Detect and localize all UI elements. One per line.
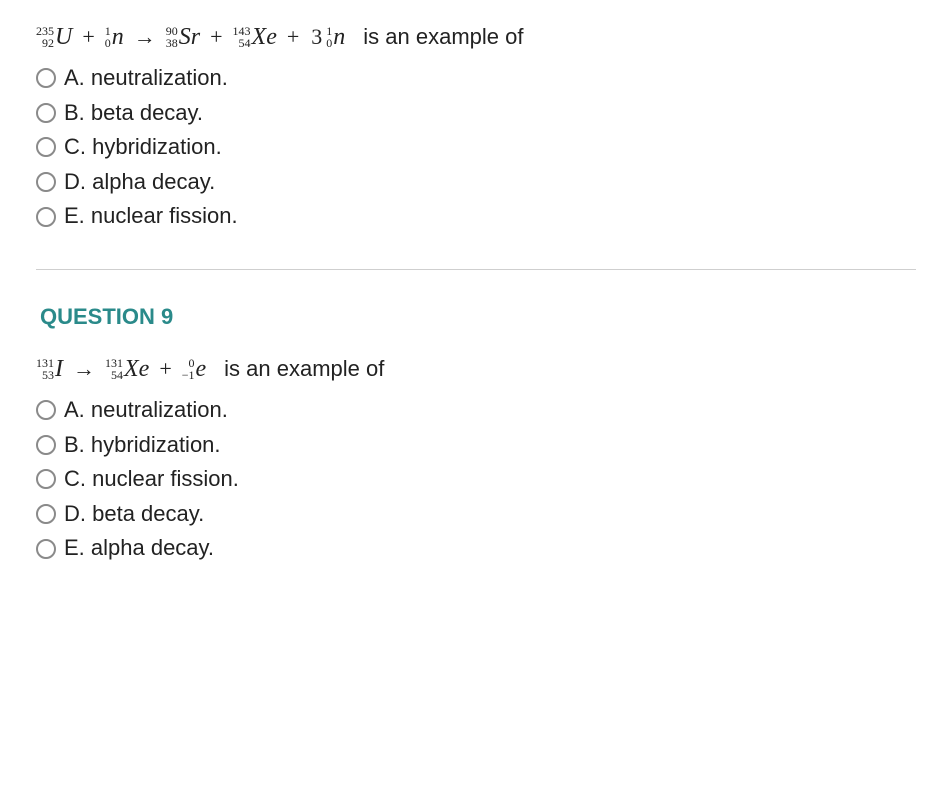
element-symbol: Xe xyxy=(252,25,277,49)
plus-operator: + xyxy=(80,24,96,50)
option-label: D. beta decay. xyxy=(64,500,204,529)
radio-icon xyxy=(36,469,56,489)
q8-options: A. neutralization. B. beta decay. C. hyb… xyxy=(36,64,916,231)
q9-options: A. neutralization. B. hybridization. C. … xyxy=(36,396,916,563)
element-symbol: e xyxy=(196,357,207,381)
nuclide-sr90: 90 38 Sr xyxy=(166,25,200,49)
option-label: B. beta decay. xyxy=(64,99,203,128)
element-symbol: n xyxy=(112,25,124,49)
option-b[interactable]: B. hybridization. xyxy=(36,431,916,460)
radio-icon xyxy=(36,435,56,455)
element-symbol: I xyxy=(55,357,63,381)
option-d[interactable]: D. alpha decay. xyxy=(36,168,916,197)
atomic-number: 53 xyxy=(42,369,54,381)
atomic-number: 0 xyxy=(326,37,332,49)
option-c[interactable]: C. hybridization. xyxy=(36,133,916,162)
plus-operator: + xyxy=(208,24,224,50)
radio-icon xyxy=(36,172,56,192)
option-label: C. hybridization. xyxy=(64,133,222,162)
option-d[interactable]: D. beta decay. xyxy=(36,500,916,529)
question-8: 235 92 U + 1 0 n → 90 38 Sr xyxy=(36,24,916,231)
element-symbol: U xyxy=(55,25,72,49)
option-label: B. hybridization. xyxy=(64,431,221,460)
question-header: QUESTION 9 xyxy=(40,304,916,330)
option-label: E. nuclear fission. xyxy=(64,202,238,231)
equation-trailing-text: is an example of xyxy=(224,356,384,382)
plus-operator: + xyxy=(157,356,173,382)
nuclide-neutron: 1 0 n xyxy=(105,25,124,49)
radio-icon xyxy=(36,207,56,227)
option-label: E. alpha decay. xyxy=(64,534,214,563)
radio-icon xyxy=(36,137,56,157)
option-a[interactable]: A. neutralization. xyxy=(36,64,916,93)
radio-icon xyxy=(36,539,56,559)
nuclide-xe131: 131 54 Xe xyxy=(105,357,149,381)
option-label: D. alpha decay. xyxy=(64,168,215,197)
radio-icon xyxy=(36,103,56,123)
atomic-number: 38 xyxy=(166,37,178,49)
arrow-operator: → xyxy=(132,24,158,50)
nuclide-electron: 0 −1 e xyxy=(182,357,206,381)
atomic-number: −1 xyxy=(182,369,195,381)
arrow-operator: → xyxy=(71,356,97,382)
option-e[interactable]: E. alpha decay. xyxy=(36,534,916,563)
atomic-number: 92 xyxy=(42,37,54,49)
equation-trailing-text: is an example of xyxy=(363,24,523,50)
radio-icon xyxy=(36,504,56,524)
q9-equation: 131 53 I → 131 54 Xe + 0 −1 e xyxy=(36,356,916,382)
nuclide-xe143: 143 54 Xe xyxy=(233,25,277,49)
element-symbol: n xyxy=(333,25,345,49)
q8-equation: 235 92 U + 1 0 n → 90 38 Sr xyxy=(36,24,916,50)
option-e[interactable]: E. nuclear fission. xyxy=(36,202,916,231)
option-label: A. neutralization. xyxy=(64,64,228,93)
option-label: C. nuclear fission. xyxy=(64,465,239,494)
nuclide-neutron: 1 0 n xyxy=(326,25,345,49)
option-a[interactable]: A. neutralization. xyxy=(36,396,916,425)
radio-icon xyxy=(36,400,56,420)
radio-icon xyxy=(36,68,56,88)
atomic-number: 54 xyxy=(239,37,251,49)
coefficient: 3 xyxy=(311,24,322,50)
question-divider xyxy=(36,269,916,270)
atomic-number: 0 xyxy=(105,37,111,49)
atomic-number: 54 xyxy=(111,369,123,381)
nuclide-i131: 131 53 I xyxy=(36,357,63,381)
nuclide-u235: 235 92 U xyxy=(36,25,72,49)
option-c[interactable]: C. nuclear fission. xyxy=(36,465,916,494)
question-9: QUESTION 9 131 53 I → 131 54 Xe + xyxy=(36,304,916,563)
element-symbol: Xe xyxy=(124,357,149,381)
plus-operator: + xyxy=(285,24,301,50)
element-symbol: Sr xyxy=(179,25,200,49)
option-b[interactable]: B. beta decay. xyxy=(36,99,916,128)
option-label: A. neutralization. xyxy=(64,396,228,425)
